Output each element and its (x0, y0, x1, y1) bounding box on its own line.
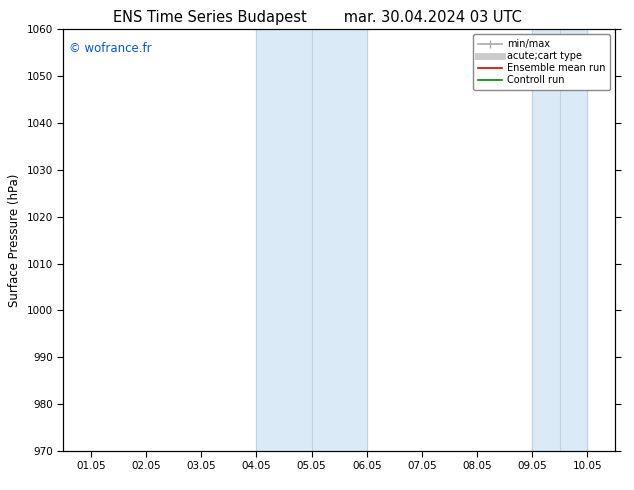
Bar (256, 29, 367, 451)
Y-axis label: Surface Pressure (hPa): Surface Pressure (hPa) (8, 173, 21, 307)
Text: ENS Time Series Budapest        mar. 30.04.2024 03 UTC: ENS Time Series Budapest mar. 30.04.2024… (113, 10, 521, 25)
Bar (533, 29, 588, 451)
Legend: min/max, acute;cart type, Ensemble mean run, Controll run: min/max, acute;cart type, Ensemble mean … (473, 34, 610, 90)
Text: © wofrance.fr: © wofrance.fr (69, 42, 152, 55)
